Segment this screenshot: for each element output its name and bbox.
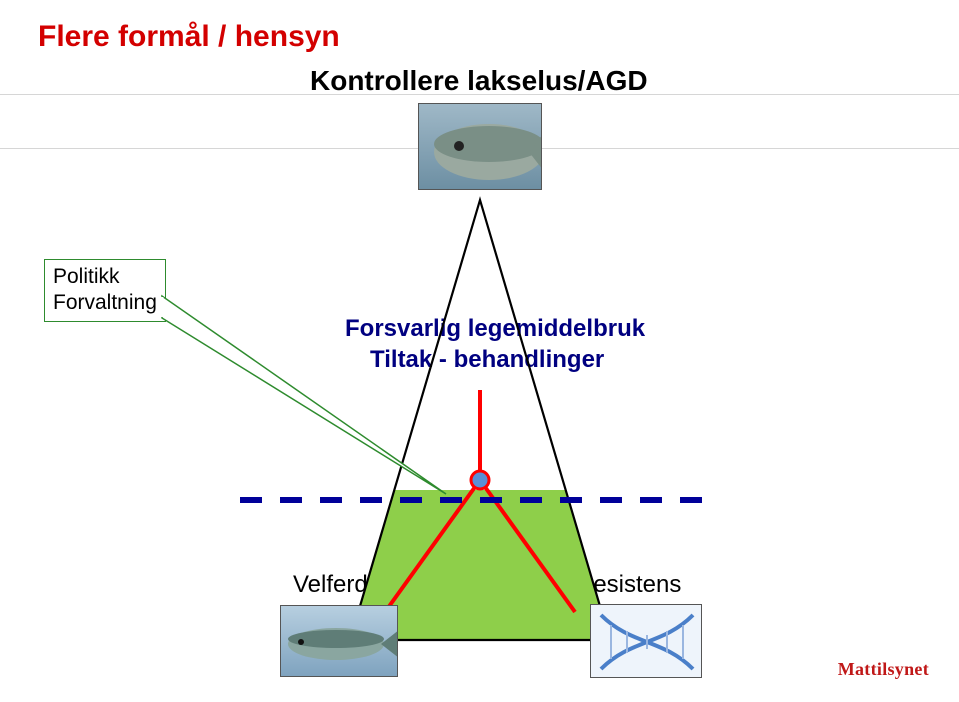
slide: Flere formål / hensyn Kontrollere laksel… [0,0,959,702]
logo-mattilsynet: Mattilsynet [838,659,929,680]
image-fish-side [280,605,398,677]
image-fish-head [418,103,542,190]
image-dna [590,604,702,678]
center-dot [471,471,489,489]
callout-pointer [162,296,446,494]
